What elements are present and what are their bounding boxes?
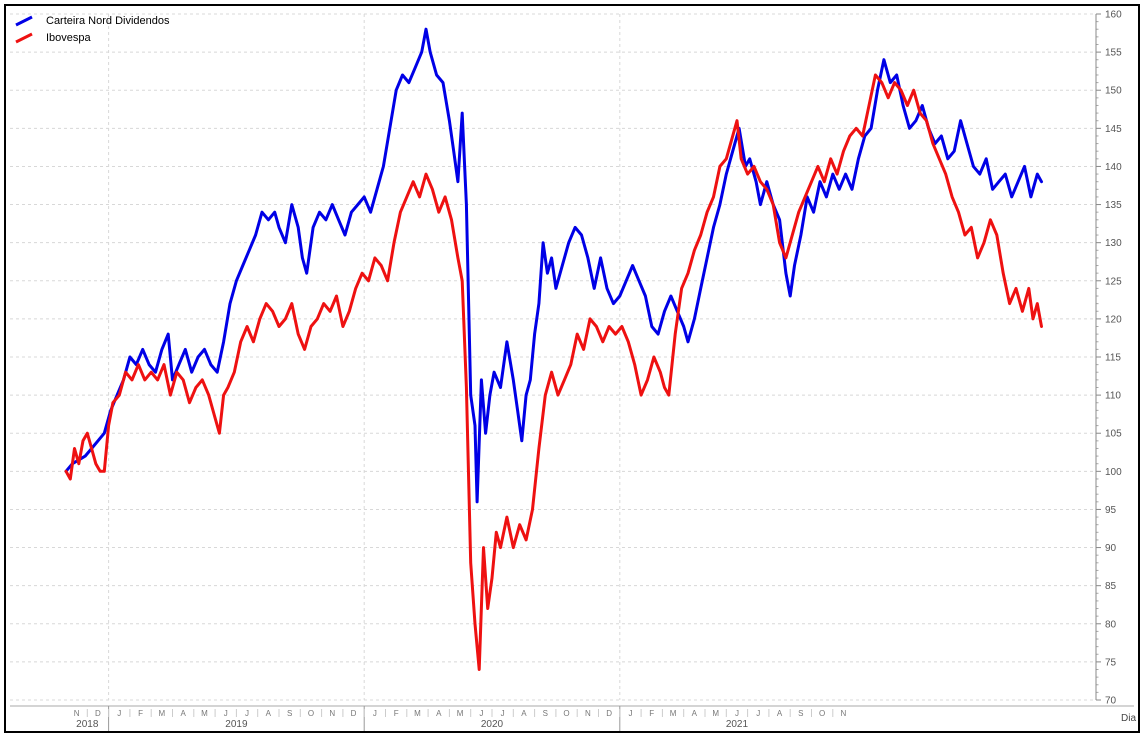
month-label: A — [436, 709, 442, 718]
month-label: N — [329, 709, 335, 718]
legend: Carteira Nord Dividendos Ibovespa — [14, 12, 170, 46]
month-label: J — [756, 709, 760, 718]
series-line-carteira-nord-dividendos — [64, 27, 1043, 504]
year-label: 2021 — [726, 719, 749, 730]
month-label: A — [266, 709, 272, 718]
legend-item-nord[interactable]: Carteira Nord Dividendos — [14, 12, 170, 29]
y-tick-label: 115 — [1105, 353, 1121, 364]
month-label: A — [692, 709, 698, 718]
month-label: M — [670, 709, 677, 718]
month-label: D — [95, 709, 101, 718]
y-tick-label: 105 — [1105, 429, 1122, 440]
month-label: M — [457, 709, 464, 718]
year-label: 2019 — [225, 719, 248, 730]
legend-item-ibovespa[interactable]: Ibovespa — [14, 29, 170, 46]
year-label: 2018 — [76, 719, 99, 730]
month-label: N — [585, 709, 591, 718]
month-label: F — [138, 709, 143, 718]
month-label: J — [245, 709, 249, 718]
y-tick-label: 85 — [1105, 581, 1117, 592]
y-tick-label: 120 — [1105, 314, 1122, 325]
x-axis-label: Dia — [1121, 713, 1136, 724]
year-label: 2020 — [481, 719, 504, 730]
y-axis: 70 75 80 85 90 95 100 105 110 115 120 125 130 135 140 1… — [1095, 10, 1122, 707]
month-label: J — [117, 709, 121, 718]
month-label: J — [479, 709, 483, 718]
month-label: O — [308, 709, 314, 718]
y-tick-label: 155 — [1105, 48, 1122, 59]
series-lines — [64, 27, 1043, 671]
month-label: F — [649, 709, 654, 718]
y-tick-label: 80 — [1105, 619, 1117, 630]
month-label: M — [712, 709, 719, 718]
legend-swatch-nord — [15, 15, 33, 26]
month-label: M — [159, 709, 166, 718]
y-tick-label: 75 — [1105, 657, 1117, 668]
month-label: N — [74, 709, 80, 718]
y-tick-label: 100 — [1105, 467, 1122, 478]
month-label: J — [735, 709, 739, 718]
legend-swatch-ibovespa — [15, 32, 33, 43]
month-label: F — [394, 709, 399, 718]
y-tick-label: 125 — [1105, 276, 1122, 287]
grid-lines — [10, 13, 1096, 701]
y-tick-label: 95 — [1105, 505, 1117, 516]
month-label: N — [841, 709, 847, 718]
month-label: J — [373, 709, 377, 718]
series-line-ibovespa — [64, 73, 1043, 671]
month-label: D — [351, 709, 357, 718]
month-label: O — [563, 709, 569, 718]
month-label: S — [798, 709, 803, 718]
month-label: O — [819, 709, 825, 718]
month-label: S — [287, 709, 292, 718]
legend-label-ibovespa: Ibovespa — [46, 31, 91, 44]
y-tick-label: 130 — [1105, 238, 1122, 249]
y-tick-label: 70 — [1105, 696, 1117, 707]
month-label: J — [628, 709, 632, 718]
y-tick-label: 145 — [1105, 124, 1122, 135]
y-tick-label: 140 — [1105, 162, 1122, 173]
y-tick-label: 110 — [1105, 391, 1121, 402]
y-tick-label: 135 — [1105, 200, 1122, 211]
y-tick-label: 150 — [1105, 86, 1122, 97]
month-label: S — [543, 709, 548, 718]
month-label: A — [521, 709, 527, 718]
month-label: A — [180, 709, 186, 718]
month-label: D — [606, 709, 612, 718]
x-axis: 2018 2019 2020 2021 N D J F M A M J J A S O N D J F M A M J J A S O… — [10, 705, 1134, 731]
y-tick-label: 160 — [1105, 10, 1122, 21]
month-label: J — [501, 709, 505, 718]
y-tick-label: 90 — [1105, 543, 1117, 554]
month-label: J — [224, 709, 228, 718]
legend-label-nord: Carteira Nord Dividendos — [46, 14, 170, 27]
month-label: M — [414, 709, 421, 718]
month-label: M — [201, 709, 208, 718]
month-label: A — [777, 709, 783, 718]
